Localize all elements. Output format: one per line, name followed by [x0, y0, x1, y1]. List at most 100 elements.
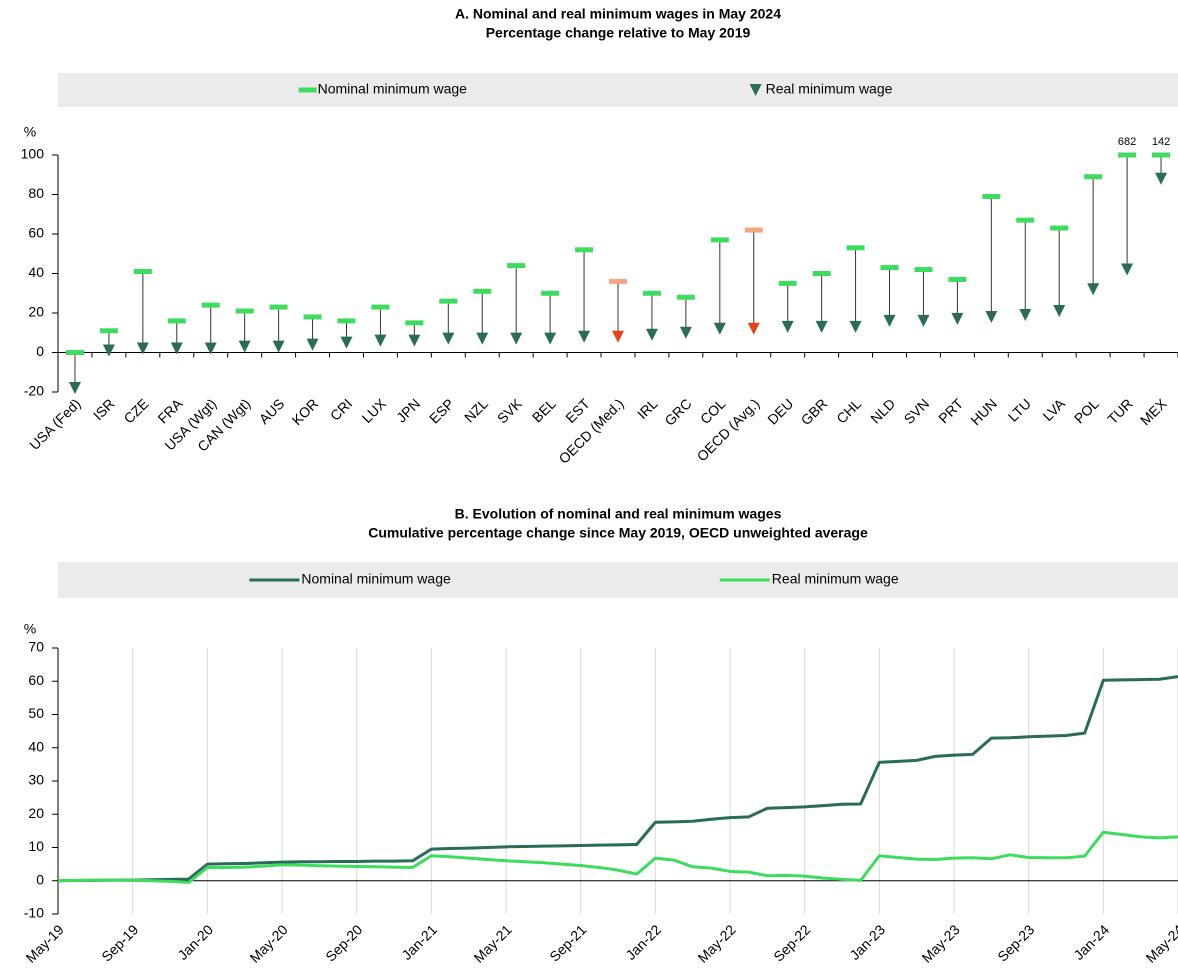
x-tick-label: ISR [90, 395, 118, 423]
nominal-marker [609, 278, 627, 284]
y-tick-label: 40 [28, 264, 44, 280]
x-tick-label: Jan-24 [1070, 921, 1112, 963]
x-tick-label: SVN [901, 395, 933, 427]
real-marker [1121, 263, 1134, 276]
nominal-marker [1050, 225, 1069, 231]
x-tick-label: USA (Fed) [26, 395, 84, 453]
real-marker [272, 340, 285, 353]
real-marker [679, 326, 692, 339]
x-tick-label: Jan-23 [846, 921, 888, 963]
real-marker [476, 332, 489, 345]
nominal-marker [371, 304, 390, 310]
nominal-marker [948, 276, 967, 282]
x-tick-label: HUN [967, 395, 1000, 428]
x-tick-label: CHL [833, 395, 864, 426]
x-tick-label: IRL [634, 395, 661, 422]
nominal-marker [235, 308, 254, 314]
x-tick-label: CRI [327, 395, 355, 423]
nominal-marker [133, 269, 152, 275]
nominal-marker [676, 294, 695, 300]
x-tick-label: May-24 [1142, 921, 1178, 965]
real-marker [815, 320, 828, 333]
y-tick-label: 10 [28, 838, 44, 854]
real-marker [578, 330, 591, 343]
real-marker [102, 344, 115, 357]
real-marker [883, 314, 896, 327]
y-tick-label: 80 [28, 185, 44, 201]
y-tick-label: 70 [28, 639, 44, 655]
value-label: 142 [1152, 136, 1170, 148]
real-marker [204, 342, 217, 355]
nominal-marker [575, 247, 594, 253]
y-axis-unit: % [24, 124, 36, 140]
x-tick-label: OECD (Avg.) [694, 395, 763, 464]
real-marker [374, 334, 387, 347]
legend-label: Nominal minimum wage [301, 571, 451, 587]
nominal-marker [507, 263, 526, 269]
nominal-marker [812, 271, 831, 276]
nominal-marker [1118, 152, 1137, 158]
nominal-marker [642, 290, 661, 296]
y-tick-label: 50 [28, 705, 44, 721]
nominal-marker [846, 245, 865, 251]
nominal-marker [1084, 174, 1103, 180]
y-tick-label: 60 [28, 672, 44, 688]
real-marker [510, 332, 523, 345]
y-tick-label: -20 [24, 383, 44, 399]
nominal-marker [337, 318, 356, 324]
nominal-marker [880, 265, 899, 271]
nominal-marker [982, 193, 1001, 199]
real-marker [1019, 308, 1032, 321]
y-tick-label: 30 [28, 772, 44, 788]
y-tick-label: 0 [36, 871, 44, 887]
x-tick-label: Sep-23 [994, 921, 1037, 964]
real-marker [170, 342, 183, 355]
legend-swatch [298, 87, 317, 93]
legend-swatch [749, 84, 762, 96]
x-tick-label: Jan-20 [174, 921, 216, 963]
x-tick-label: ESP [426, 395, 457, 426]
legend-band [58, 562, 1178, 598]
chart-title: B. Evolution of nominal and real minimum… [455, 506, 782, 522]
series-line [57, 830, 1178, 884]
legend-band [58, 73, 1178, 107]
real-marker [1053, 305, 1066, 318]
nominal-marker [541, 290, 560, 296]
real-marker [612, 330, 624, 343]
nominal-marker [744, 227, 763, 233]
chart-title: A. Nominal and real minimum wages in May… [455, 6, 781, 22]
real-marker [849, 320, 862, 333]
x-tick-label: AUS [256, 395, 288, 427]
legend-label: Real minimum wage [766, 81, 893, 97]
x-tick-label: KOR [289, 395, 322, 428]
real-marker [306, 338, 319, 351]
real-marker [408, 334, 421, 347]
nominal-marker [269, 304, 288, 310]
x-tick-label: NZL [461, 395, 491, 425]
x-tick-label: SVK [494, 395, 526, 427]
y-tick-label: 20 [28, 805, 44, 821]
real-marker [544, 332, 557, 345]
real-marker [985, 310, 998, 323]
nominal-marker [303, 314, 322, 320]
x-tick-label: LTU [1005, 395, 1034, 424]
x-tick-label: JPN [393, 395, 423, 425]
nominal-marker [405, 320, 424, 326]
x-tick-label: Sep-22 [770, 921, 813, 964]
nominal-marker [1152, 152, 1171, 158]
y-tick-label: 60 [28, 225, 44, 241]
y-tick-label: 0 [36, 343, 44, 359]
y-tick-label: 20 [28, 304, 44, 320]
real-marker [1155, 172, 1168, 185]
nominal-marker [99, 328, 118, 334]
y-tick-label: -10 [24, 905, 44, 921]
y-tick-label: 100 [21, 146, 45, 162]
value-label: 682 [1118, 136, 1136, 148]
nominal-marker [473, 288, 492, 294]
x-tick-label: Jan-22 [622, 921, 664, 963]
x-tick-label: Jan-21 [398, 921, 440, 963]
x-tick-label: Sep-20 [322, 921, 365, 964]
real-marker [951, 312, 964, 325]
chart-subtitle: Cumulative percentage change since May 2… [368, 525, 868, 541]
